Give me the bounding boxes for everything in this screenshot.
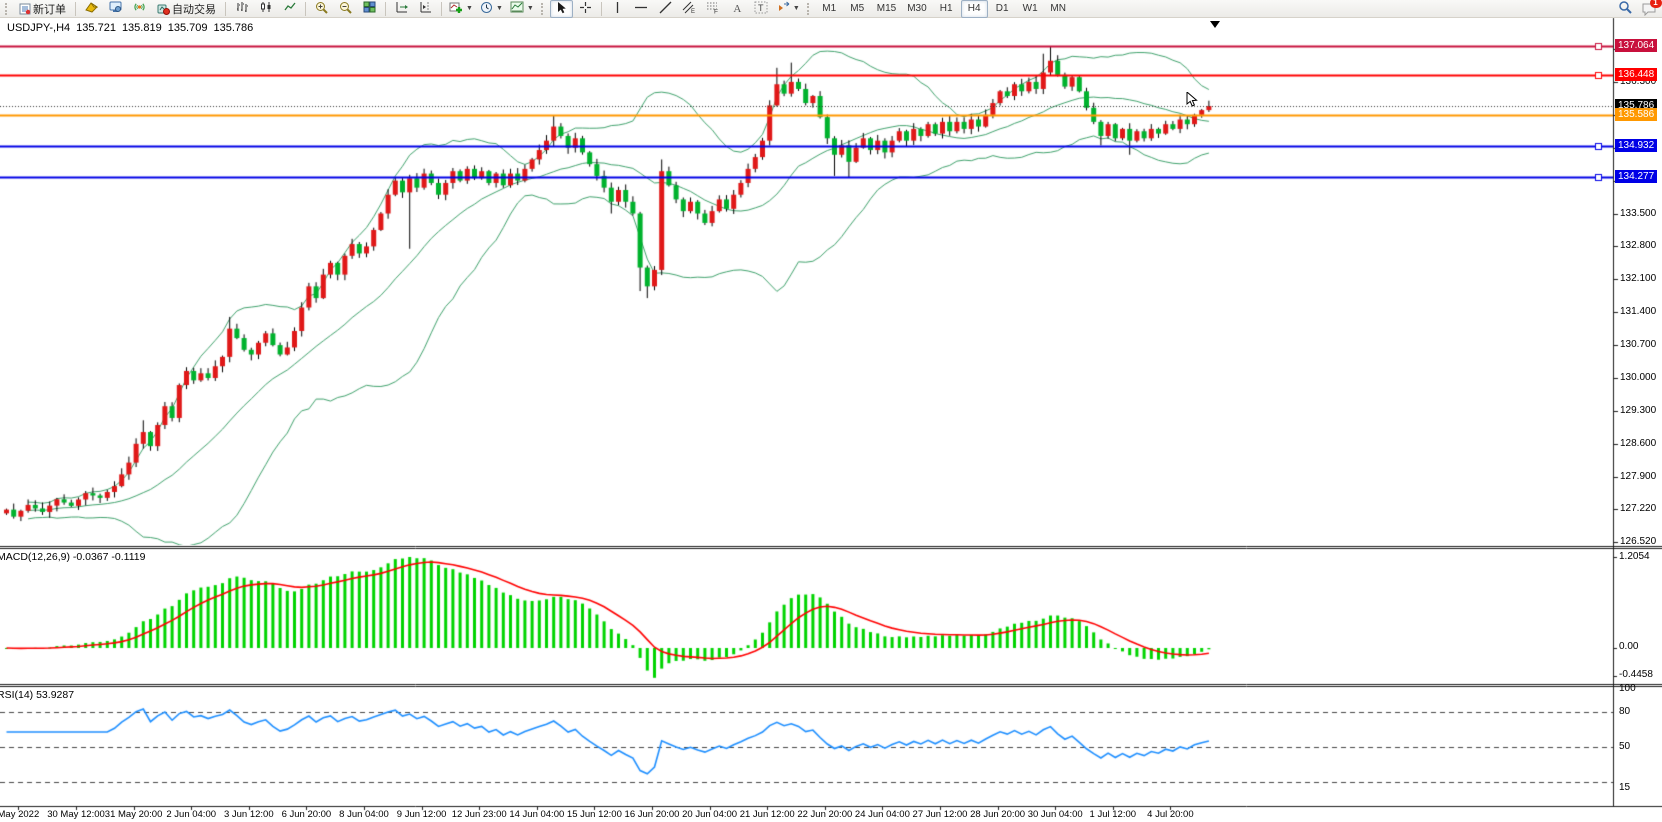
price-level-label[interactable]: 136.448 — [1615, 67, 1658, 81]
navigator-icon — [109, 1, 122, 16]
candlestick-chart-button[interactable] — [254, 0, 277, 18]
separator — [600, 1, 602, 16]
trendline-tool-button[interactable] — [654, 0, 677, 18]
timeframe-button-h1[interactable]: H1 — [939, 3, 953, 14]
dropdown-arrow-icon: ▼ — [526, 5, 534, 12]
new-chart-icon — [85, 1, 99, 16]
timeframe-button-mn[interactable]: MN — [1050, 3, 1066, 14]
navigator-button[interactable] — [104, 0, 127, 18]
new-order-button[interactable]: 新订单 — [14, 0, 71, 18]
timeframe-button-d1[interactable]: D1 — [995, 3, 1009, 14]
notification-badge: 1 — [1649, 0, 1662, 8]
equidistant-channel-icon: E — [682, 1, 696, 17]
timeframe-button-h4[interactable]: H4 — [960, 0, 988, 18]
text-icon: A — [733, 2, 742, 15]
bar-chart-button[interactable] — [230, 0, 253, 18]
notifications-button[interactable]: 1 — [1637, 0, 1662, 18]
zoom-in-button[interactable] — [310, 0, 333, 18]
crosshair-icon — [579, 1, 592, 17]
svg-text:E: E — [691, 9, 695, 14]
price-level-label[interactable]: 134.277 — [1615, 169, 1658, 183]
timeframe-group: M1 M5 M15 M30 H1 H4 D1 W1 MN — [816, 0, 1072, 18]
toolbar: 新订单 自动交易 — [0, 0, 1662, 18]
arrows-icon — [777, 1, 790, 16]
label-tool-button[interactable]: T — [750, 0, 773, 18]
new-order-label: 新订单 — [33, 3, 66, 16]
signals-button[interactable] — [128, 0, 151, 18]
indicators-icon — [449, 1, 463, 17]
label-icon: T — [754, 1, 768, 17]
timeframe-button-m15[interactable]: M15 — [876, 3, 897, 14]
separator — [225, 1, 226, 16]
autotrading-label: 自动交易 — [172, 3, 216, 16]
vertical-line-tool-button[interactable] — [606, 0, 629, 18]
timeframe-button-m5[interactable]: M5 — [850, 3, 865, 14]
zoom-in-icon — [315, 1, 328, 17]
trendline-icon — [659, 1, 672, 17]
autotrading-button[interactable]: 自动交易 — [152, 0, 221, 18]
timeframe-button-w1[interactable]: W1 — [1022, 3, 1038, 14]
equidistant-channel-tool-button[interactable]: E — [678, 0, 701, 18]
price-level-label[interactable]: 137.064 — [1615, 39, 1658, 52]
svg-text:F: F — [714, 8, 718, 14]
indicators-button[interactable]: ▼ — [446, 0, 476, 18]
text-tool-button[interactable]: A — [726, 0, 749, 18]
fibonacci-icon: F — [706, 1, 720, 17]
new-order-icon — [19, 3, 31, 15]
zoom-out-button[interactable] — [334, 0, 357, 18]
toolbar-drag-handle[interactable] — [806, 2, 812, 15]
chart-shift-button[interactable] — [414, 0, 437, 18]
zoom-out-icon — [339, 1, 352, 17]
chat-bubble-icon: 1 — [1641, 0, 1662, 16]
separator — [305, 1, 306, 16]
price-level-label[interactable]: 134.932 — [1615, 139, 1658, 153]
toolbar-drag-handle[interactable] — [5, 2, 10, 15]
search-button[interactable] — [1613, 0, 1636, 18]
line-chart-button[interactable] — [278, 0, 301, 18]
svg-text:T: T — [758, 3, 764, 13]
separator — [385, 1, 386, 16]
separator — [75, 1, 76, 16]
timeframe-button-m30[interactable]: M30 — [907, 3, 927, 14]
search-icon — [1618, 0, 1632, 17]
horizontal-line-tool-button[interactable] — [630, 0, 653, 18]
dropdown-arrow-icon: ▼ — [792, 5, 800, 12]
arrows-tool-button[interactable]: ▼ — [774, 0, 803, 18]
tile-windows-icon — [363, 1, 376, 16]
autotrading-icon — [157, 3, 170, 15]
dropdown-arrow-icon: ▼ — [495, 5, 503, 12]
horizontal-line-icon — [634, 3, 648, 15]
bar-chart-icon — [236, 1, 248, 16]
price-level-label[interactable]: 135.586 — [1615, 108, 1658, 122]
chart-shift-icon — [419, 1, 432, 16]
signals-icon — [133, 1, 146, 16]
cursor-icon — [556, 1, 567, 17]
new-chart-button[interactable] — [80, 0, 103, 18]
templates-button[interactable]: ▼ — [507, 0, 537, 18]
fibonacci-tool-button[interactable]: F — [702, 0, 725, 18]
cursor-tool-button[interactable] — [549, 0, 573, 18]
toolbar-drag-handle[interactable] — [540, 2, 546, 15]
line-chart-icon — [283, 1, 296, 16]
auto-scroll-icon — [395, 1, 408, 16]
vertical-line-icon — [613, 1, 622, 17]
dropdown-arrow-icon: ▼ — [466, 5, 473, 12]
separator — [441, 1, 442, 16]
timeframe-button-m1[interactable]: M1 — [822, 3, 837, 14]
clock-icon — [480, 1, 493, 17]
crosshair-tool-button[interactable] — [574, 0, 597, 18]
periods-button[interactable]: ▼ — [477, 0, 506, 18]
candlestick-chart-icon — [260, 1, 272, 16]
templates-icon — [510, 1, 524, 16]
auto-scroll-button[interactable] — [390, 0, 413, 18]
tile-windows-button[interactable] — [358, 0, 381, 18]
